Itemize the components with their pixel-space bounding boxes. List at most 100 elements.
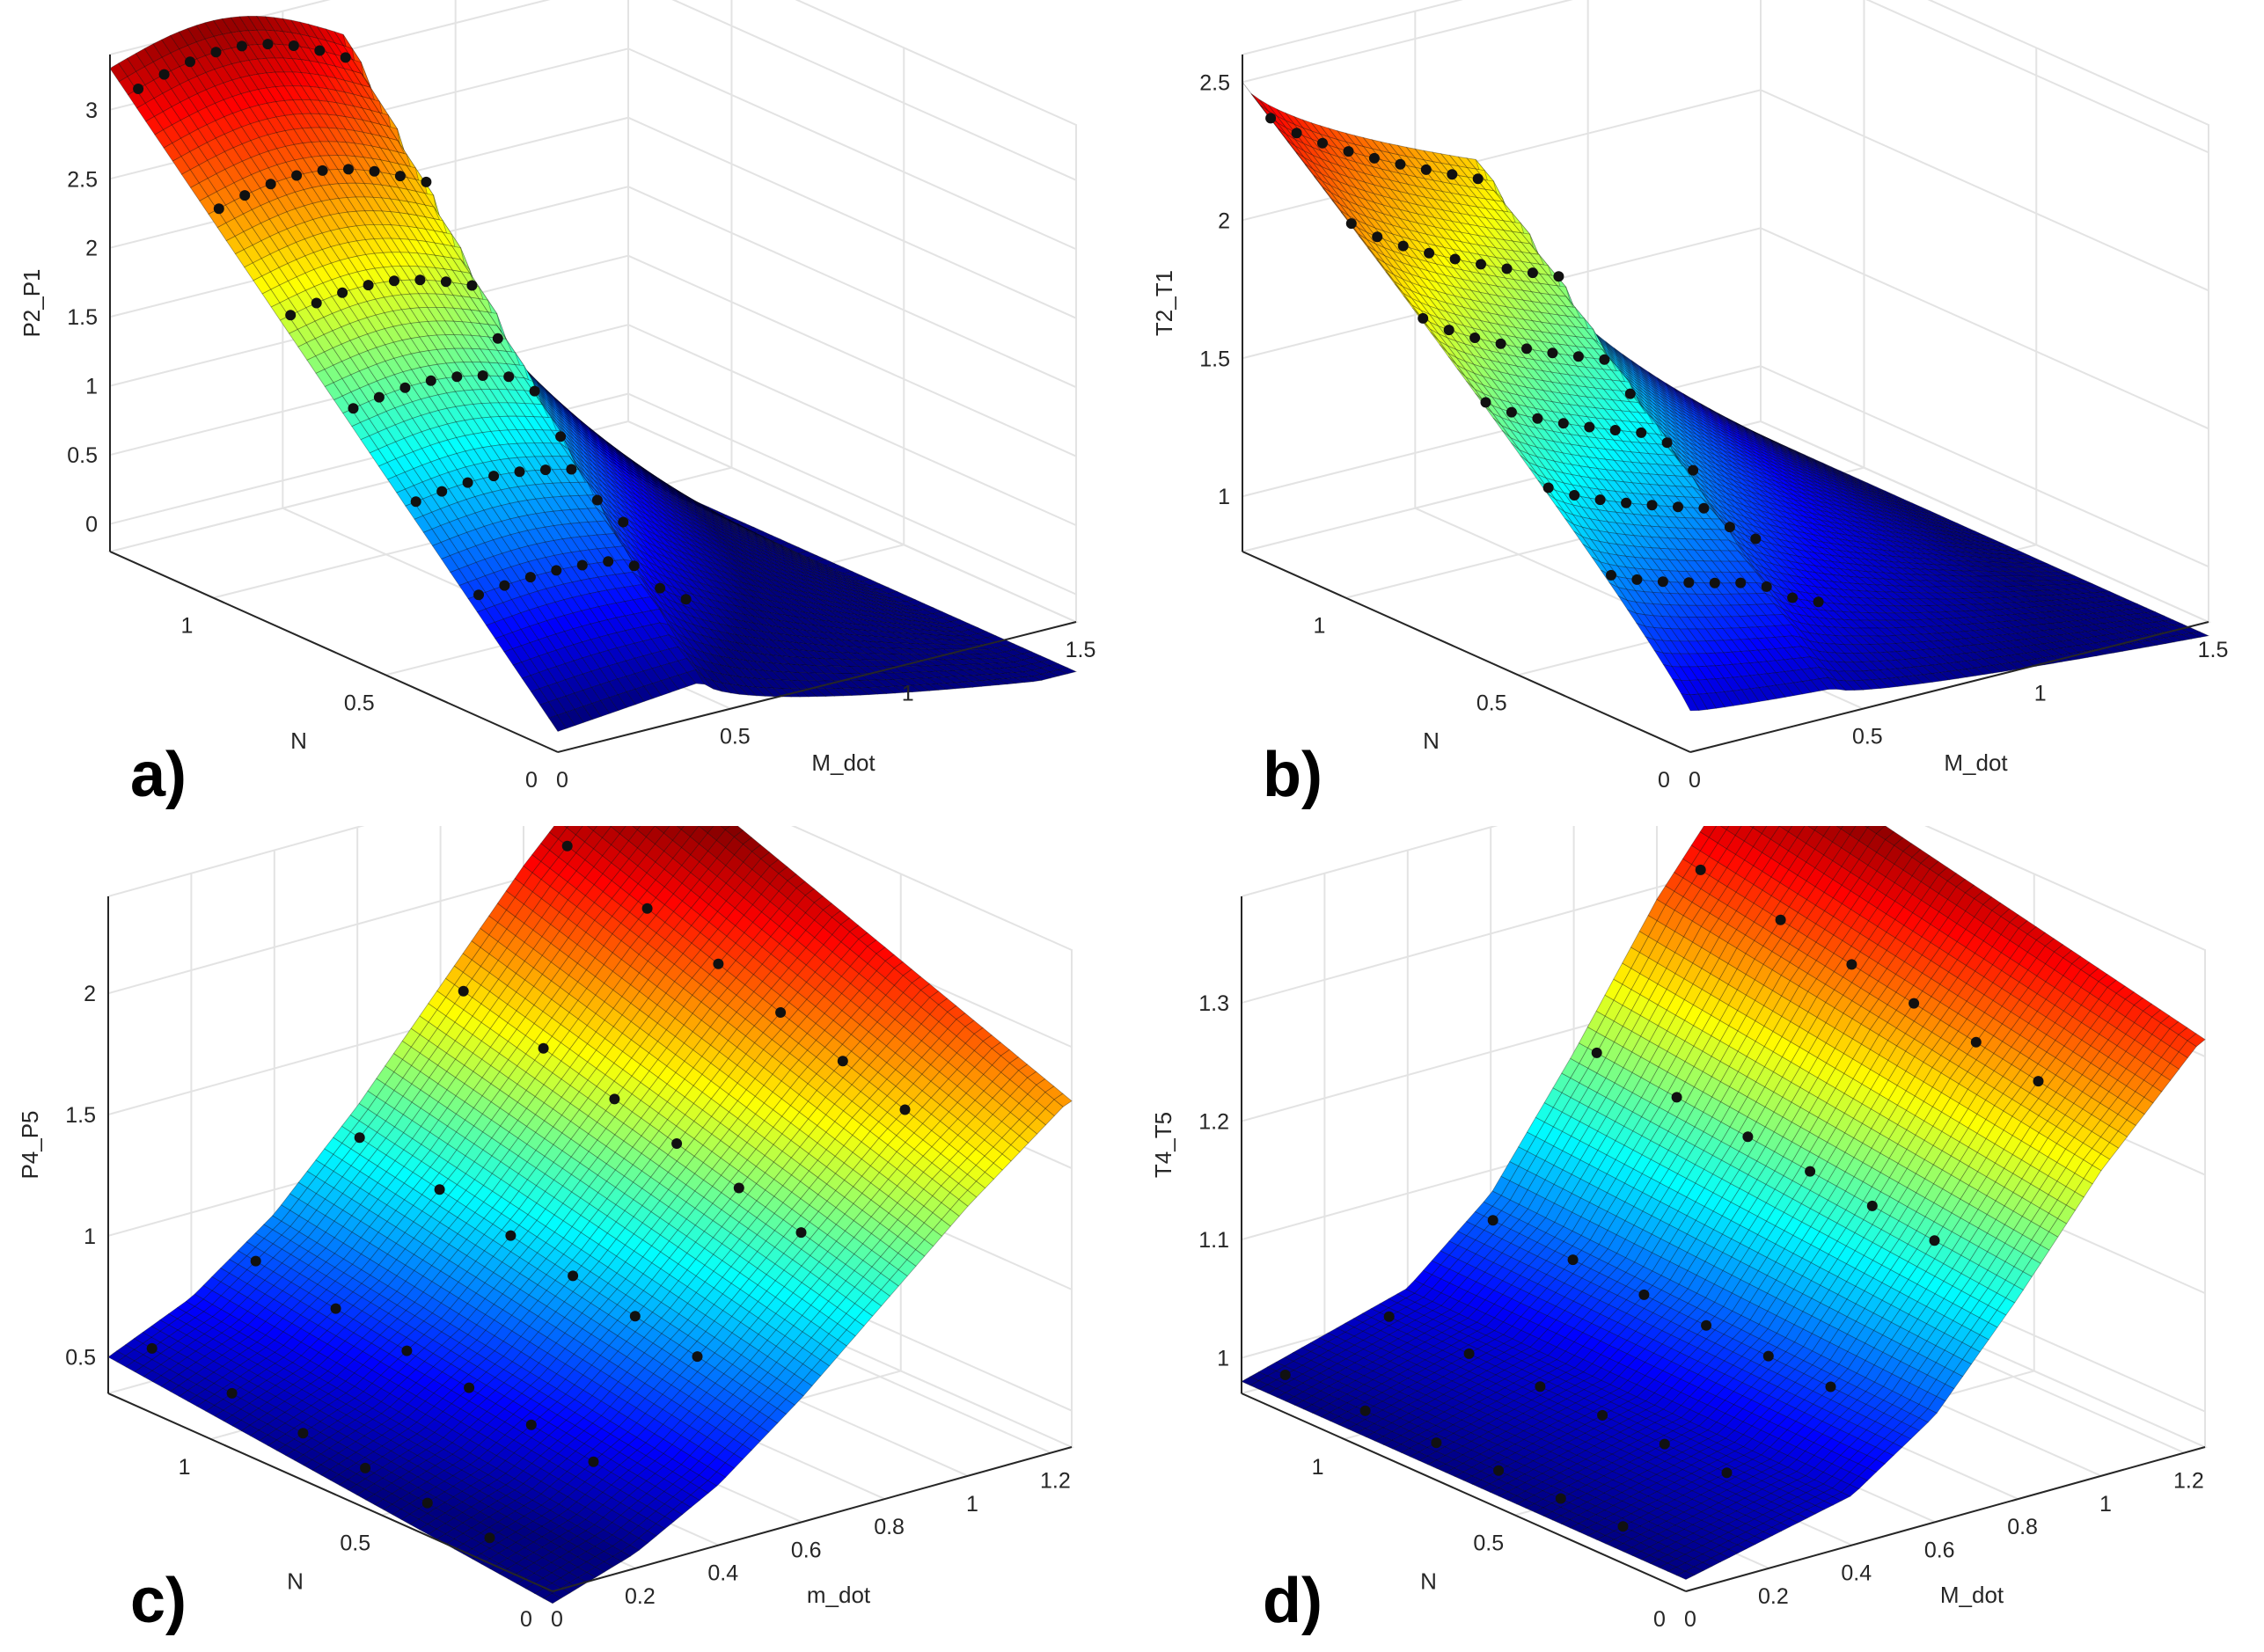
x-tick-label: 0 [556, 768, 568, 793]
x-tick-label: 1.5 [1066, 638, 1096, 662]
data-point[interactable] [373, 391, 385, 403]
data-point[interactable] [603, 556, 614, 567]
data-point[interactable] [265, 179, 276, 190]
data-point[interactable] [421, 176, 432, 187]
data-point[interactable] [566, 464, 577, 475]
z-tick-label: 0.5 [67, 443, 98, 468]
markers-a [133, 39, 692, 605]
data-point[interactable] [213, 203, 224, 215]
data-point[interactable] [185, 56, 195, 68]
data-point[interactable] [317, 164, 328, 176]
surface-patch [1734, 421, 1754, 432]
data-point[interactable] [414, 274, 426, 286]
data-point[interactable] [363, 280, 374, 291]
y-gridline [1345, 0, 1865, 599]
x-gridline [627, 0, 1077, 623]
surface-patch [1022, 651, 1042, 659]
surface-patch [824, 562, 845, 570]
data-point[interactable] [369, 165, 380, 177]
data-point[interactable] [514, 466, 525, 478]
surface-patch [1057, 667, 1078, 675]
data-point[interactable] [285, 310, 297, 321]
data-point[interactable] [499, 580, 510, 591]
data-point[interactable] [343, 164, 354, 175]
data-point[interactable] [576, 559, 588, 571]
x-tick-label: 1 [902, 681, 914, 705]
data-point[interactable] [210, 47, 222, 58]
data-point[interactable] [477, 370, 488, 381]
data-point[interactable] [425, 375, 436, 386]
data-point[interactable] [473, 589, 484, 601]
surface-patch [780, 543, 800, 550]
surface-patch [1048, 662, 1069, 670]
z-axis-title: P2_P1 [18, 268, 45, 337]
data-point[interactable] [410, 496, 421, 508]
y-tick-label: 0.5 [344, 691, 375, 715]
data-point[interactable] [555, 431, 567, 442]
data-point[interactable] [488, 471, 500, 482]
data-point[interactable] [340, 52, 351, 63]
surface-patch [1003, 643, 1024, 651]
data-point[interactable] [262, 39, 274, 50]
surface-patch [878, 587, 898, 595]
surface-patch [941, 615, 961, 623]
y-axis-line [109, 551, 559, 753]
surface-a [109, 15, 1078, 732]
data-point[interactable] [236, 40, 247, 52]
surface-patch [958, 623, 979, 631]
data-point[interactable] [540, 464, 551, 476]
data-point[interactable] [291, 170, 303, 181]
y-tick-label: 1 [181, 614, 194, 639]
data-point[interactable] [628, 560, 640, 572]
x-tick-label: 0.5 [720, 725, 751, 749]
data-point[interactable] [337, 287, 348, 298]
z-tick-label: 1 [85, 375, 98, 399]
data-point[interactable] [399, 382, 411, 393]
data-point[interactable] [680, 594, 692, 605]
data-point[interactable] [524, 572, 536, 583]
data-point[interactable] [133, 84, 144, 94]
surface-patch [842, 571, 862, 578]
z-tick-label: 0 [85, 513, 98, 537]
data-point[interactable] [618, 516, 629, 528]
data-point[interactable] [492, 333, 503, 344]
surface-patch [788, 546, 809, 554]
panel-letter: a) [130, 740, 187, 810]
data-point[interactable] [551, 565, 562, 576]
x-axis-line [557, 621, 1077, 753]
surface-patch [797, 551, 818, 559]
data-point[interactable] [655, 582, 666, 594]
x-gridline [1760, 0, 2209, 623]
z-tick-label: 2 [85, 237, 98, 261]
data-point[interactable] [529, 385, 540, 397]
surface-patch [896, 595, 917, 603]
data-point[interactable] [314, 45, 326, 56]
data-point[interactable] [239, 190, 251, 201]
data-point[interactable] [394, 171, 406, 182]
data-point[interactable] [348, 403, 359, 414]
data-point[interactable] [462, 477, 473, 488]
surface-patch [905, 598, 926, 606]
surface-patch [923, 607, 943, 615]
data-point[interactable] [466, 280, 478, 291]
data-point[interactable] [311, 297, 322, 309]
data-point[interactable] [288, 40, 299, 51]
data-point[interactable] [436, 486, 448, 497]
panel-a: 0 0.5 1 1.5 0 0.5 1 0 0.5 1 1.5 2 2.5 3 M_dot N P2_P1 a) [0, 0, 1132, 826]
data-point[interactable] [503, 371, 515, 383]
surface-patch [949, 618, 971, 626]
surface-patch [913, 603, 934, 610]
x-axis-title: M_dot [811, 749, 876, 776]
surface-patch [967, 626, 988, 634]
surface-patch [833, 567, 854, 574]
data-point[interactable] [591, 494, 603, 506]
data-point[interactable] [158, 69, 170, 80]
data-point[interactable] [389, 275, 399, 287]
y-gridline [213, 0, 733, 599]
surface-patch [806, 554, 827, 562]
surface-patch [977, 631, 997, 639]
data-point[interactable] [440, 276, 451, 288]
data-point[interactable] [451, 371, 463, 383]
